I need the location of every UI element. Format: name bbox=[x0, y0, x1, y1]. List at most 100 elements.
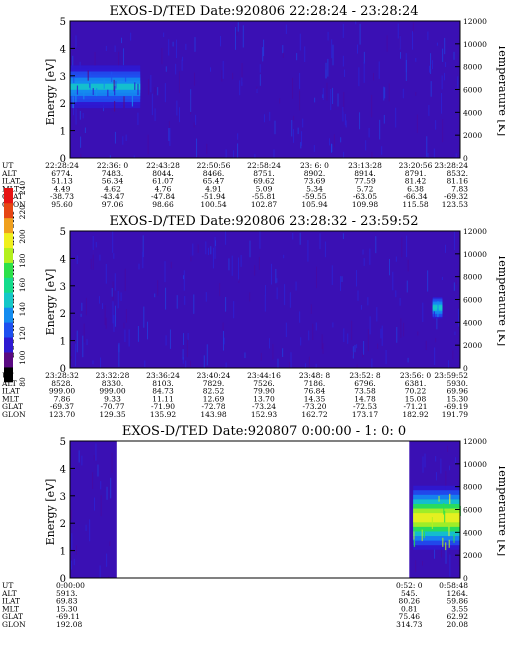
noise-streak bbox=[332, 44, 334, 66]
noise-streak bbox=[151, 93, 153, 116]
panel-1-plot: 0 1 2 3 4 5 0 2000 4000 6000 8000 10000 12000 bbox=[60, 17, 487, 165]
orbit-row-value: -69.19 bbox=[444, 402, 468, 411]
noise-streak bbox=[339, 276, 341, 291]
noise-streak bbox=[80, 313, 82, 317]
noise-streak bbox=[95, 443, 97, 461]
noise-streak bbox=[203, 355, 205, 368]
noise-streak bbox=[75, 35, 77, 48]
noise-streak bbox=[254, 265, 256, 276]
orbit-row-value: 5930. bbox=[447, 379, 468, 388]
noise-streak bbox=[427, 31, 429, 41]
orbit-row-value: 7483. bbox=[102, 169, 123, 178]
noise-streak bbox=[425, 340, 427, 351]
orbit-row-value: 7829. bbox=[203, 379, 224, 388]
burst-streak bbox=[445, 542, 447, 551]
noise-streak bbox=[388, 83, 390, 102]
burst-streak bbox=[89, 72, 91, 78]
noise-streak bbox=[92, 249, 94, 270]
noise-streak bbox=[114, 305, 116, 327]
noise-streak bbox=[236, 31, 238, 36]
noise-streak bbox=[308, 356, 310, 368]
noise-streak bbox=[112, 231, 114, 253]
noise-streak bbox=[342, 106, 344, 122]
noise-streak bbox=[92, 235, 94, 255]
noise-streak bbox=[453, 231, 455, 251]
energy-tick-label: 4 bbox=[60, 464, 66, 475]
noise-streak bbox=[415, 58, 417, 62]
noise-streak bbox=[279, 98, 281, 104]
noise-streak bbox=[331, 144, 333, 153]
orbit-row-value: 162.72 bbox=[301, 410, 327, 419]
orbit-row-value: 999.00 bbox=[49, 387, 75, 396]
noise-streak bbox=[194, 37, 196, 52]
noise-streak bbox=[76, 255, 78, 265]
data-interval bbox=[70, 441, 117, 578]
colorbar-tick-label: 120 bbox=[18, 326, 27, 341]
orbit-row-value: 11.11 bbox=[152, 394, 173, 403]
panel-3-orbit-table: UT 0:00:00 0:52: 0 0:58:48 ALT 5913. 545. 1264.… bbox=[1, 581, 468, 629]
orbit-row-value: 14.35 bbox=[304, 394, 326, 403]
energy-tick-label: 0 bbox=[60, 154, 66, 165]
noise-streak bbox=[237, 133, 239, 140]
noise-streak bbox=[299, 90, 301, 111]
orbit-row-value: 0:52: 0 bbox=[396, 581, 423, 590]
panel-3-plot: 0 1 2 3 4 5 0 2000 4000 6000 8000 10000 12000 bbox=[60, 437, 487, 585]
noise-streak bbox=[144, 360, 146, 368]
orbit-row-label: GLAT bbox=[2, 612, 23, 621]
orbit-row-value: 98.66 bbox=[152, 200, 174, 209]
noise-streak bbox=[113, 315, 115, 332]
burst-streak bbox=[423, 531, 425, 539]
noise-streak bbox=[441, 276, 443, 281]
noise-streak bbox=[165, 66, 167, 72]
noise-streak bbox=[356, 44, 358, 54]
noise-streak bbox=[359, 23, 361, 45]
noise-streak bbox=[276, 287, 278, 300]
orbit-row-value: 4.62 bbox=[104, 184, 121, 193]
noise-streak bbox=[371, 94, 373, 118]
noise-streak bbox=[431, 60, 433, 70]
noise-streak bbox=[351, 320, 353, 341]
burst-streak bbox=[131, 95, 134, 107]
orbit-row-value: -72.53 bbox=[353, 402, 377, 411]
orbit-row-value: 22:58:24 bbox=[247, 161, 281, 170]
noise-streak bbox=[193, 294, 195, 314]
energy-tick-label: 4 bbox=[60, 44, 66, 55]
noise-streak bbox=[355, 21, 357, 25]
noise-streak bbox=[343, 151, 345, 158]
noise-streak bbox=[362, 249, 364, 255]
noise-streak bbox=[113, 253, 115, 259]
noise-streak bbox=[400, 318, 402, 338]
orbit-row-value: 8914. bbox=[354, 169, 375, 178]
noise-streak bbox=[105, 317, 107, 329]
noise-streak bbox=[274, 120, 276, 135]
burst-streak bbox=[443, 503, 445, 515]
noise-streak bbox=[237, 143, 239, 158]
noise-streak bbox=[289, 292, 291, 308]
noise-streak bbox=[442, 119, 444, 143]
noise-streak bbox=[225, 149, 227, 158]
noise-streak bbox=[82, 335, 84, 358]
orbit-row-value: 15.30 bbox=[56, 604, 78, 613]
noise-streak bbox=[100, 495, 102, 517]
burst-streak bbox=[89, 83, 91, 88]
noise-streak bbox=[138, 263, 140, 270]
burst-streak bbox=[421, 529, 423, 542]
noise-streak bbox=[371, 152, 373, 158]
noise-streak bbox=[118, 342, 120, 353]
orbit-row-value: 23:56: 0 bbox=[400, 371, 432, 380]
panel-1-energy-axis-label: Energy [eV] bbox=[44, 59, 57, 126]
noise-streak bbox=[293, 129, 295, 143]
noise-streak bbox=[114, 131, 116, 144]
orbit-row-label: ILAT bbox=[2, 597, 20, 606]
temperature-tick-label: 8000 bbox=[463, 63, 482, 72]
noise-streak bbox=[118, 344, 120, 367]
noise-streak bbox=[412, 22, 414, 33]
noise-streak bbox=[178, 107, 180, 123]
burst-streak bbox=[115, 81, 117, 89]
noise-streak bbox=[376, 307, 378, 322]
noise-streak bbox=[89, 519, 91, 542]
orbit-row-value: 6796. bbox=[354, 379, 375, 388]
orbit-row-value: 191.79 bbox=[442, 410, 468, 419]
orbit-row-value: 545. bbox=[401, 589, 418, 598]
noise-streak bbox=[109, 155, 111, 158]
